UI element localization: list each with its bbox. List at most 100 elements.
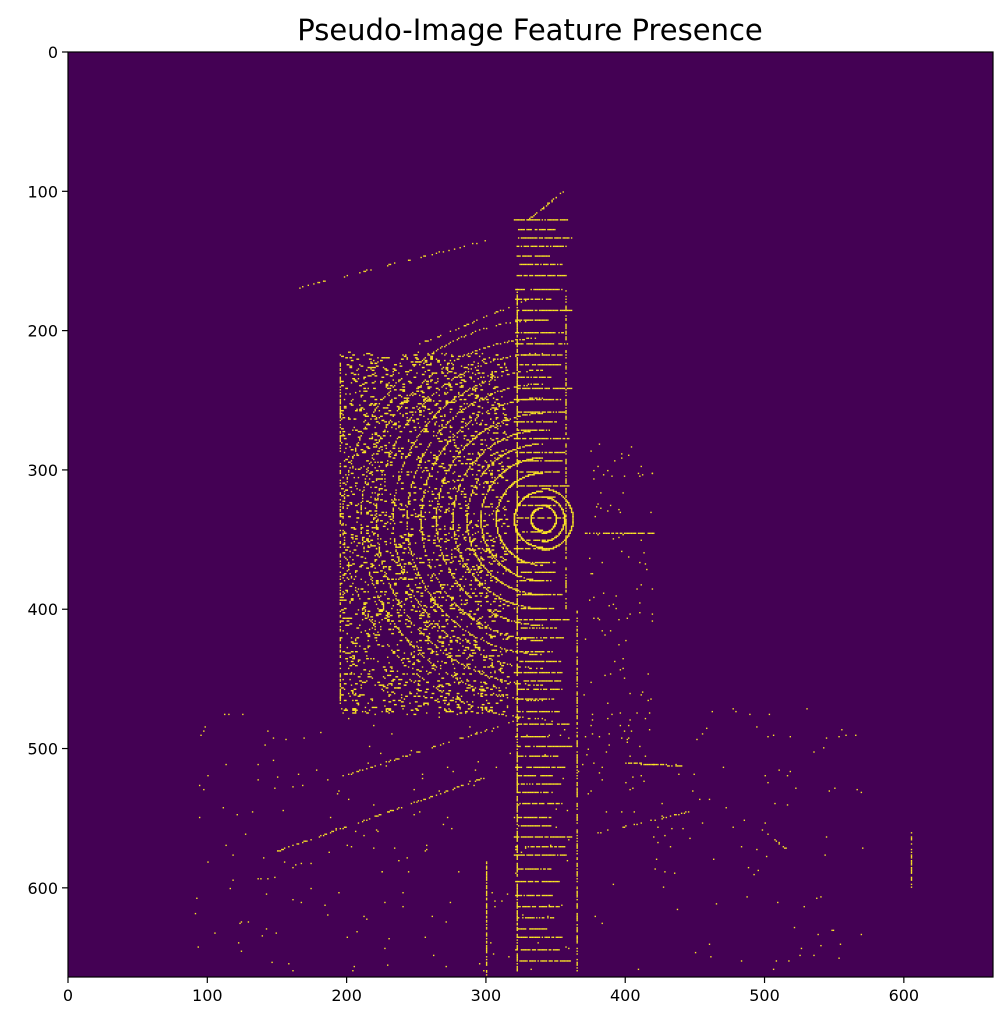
- feature-pixel: [340, 644, 341, 645]
- feature-pixel: [561, 723, 562, 724]
- feature-pixel: [565, 540, 566, 541]
- feature-pixel: [550, 627, 551, 628]
- feature-pixel: [537, 767, 538, 768]
- feature-pixel: [503, 471, 504, 472]
- feature-pixel: [540, 711, 541, 712]
- feature-pixel: [528, 495, 529, 496]
- feature-pixel: [547, 264, 548, 265]
- feature-pixel: [517, 967, 518, 968]
- feature-pixel: [409, 492, 410, 493]
- feature-pixel: [512, 573, 513, 574]
- feature-pixel: [517, 673, 518, 674]
- feature-pixel: [340, 664, 341, 665]
- feature-pixel: [560, 275, 561, 276]
- feature-pixel: [547, 783, 548, 784]
- feature-pixel: [535, 723, 536, 724]
- feature-pixel: [425, 452, 426, 453]
- feature-pixel: [451, 658, 452, 659]
- feature-pixel: [533, 411, 534, 412]
- feature-pixel: [386, 427, 387, 428]
- feature-pixel: [540, 594, 541, 595]
- feature-pixel: [475, 552, 476, 553]
- feature-pixel: [547, 229, 548, 230]
- feature-pixel: [531, 736, 532, 737]
- feature-pixel: [536, 547, 537, 548]
- feature-pixel: [549, 572, 550, 573]
- feature-pixel: [572, 516, 573, 517]
- feature-pixel: [485, 470, 486, 471]
- feature-pixel: [576, 850, 577, 851]
- feature-pixel: [515, 528, 516, 529]
- feature-pixel: [517, 515, 518, 516]
- feature-pixel: [576, 859, 577, 860]
- feature-pixel: [432, 418, 433, 419]
- feature-pixel: [554, 364, 555, 365]
- feature-pixel: [553, 354, 554, 355]
- feature-pixel: [351, 576, 352, 577]
- feature-pixel: [519, 651, 520, 652]
- feature-pixel: [434, 462, 435, 463]
- feature-pixel: [525, 593, 526, 594]
- feature-pixel: [553, 562, 554, 563]
- feature-pixel: [576, 942, 577, 943]
- feature-pixel: [528, 775, 529, 776]
- feature-pixel: [565, 418, 566, 419]
- feature-pixel: [420, 524, 421, 525]
- feature-pixel: [501, 714, 502, 715]
- feature-pixel: [493, 593, 494, 594]
- feature-pixel: [524, 619, 525, 620]
- feature-pixel: [517, 948, 518, 949]
- feature-pixel: [528, 651, 529, 652]
- feature-pixel: [546, 817, 547, 818]
- feature-pixel: [450, 466, 451, 467]
- feature-pixel: [551, 723, 552, 724]
- feature-pixel: [519, 411, 520, 412]
- feature-pixel: [531, 572, 532, 573]
- feature-pixel: [542, 237, 543, 238]
- feature-pixel: [546, 332, 547, 333]
- feature-pixel: [415, 411, 416, 412]
- feature-pixel: [546, 452, 547, 453]
- feature-pixel: [546, 627, 547, 628]
- feature-pixel: [374, 587, 375, 588]
- feature-pixel: [496, 645, 497, 646]
- feature-pixel: [524, 594, 525, 595]
- feature-pixel: [478, 365, 479, 366]
- feature-pixel: [529, 540, 530, 541]
- feature-pixel: [515, 343, 516, 344]
- feature-pixel: [517, 888, 518, 889]
- feature-pixel: [482, 708, 483, 709]
- feature-pixel: [496, 677, 497, 678]
- feature-pixel: [536, 627, 537, 628]
- feature-pixel: [519, 452, 520, 453]
- feature-pixel: [556, 519, 557, 520]
- feature-pixel: [376, 591, 377, 592]
- feature-pixel: [480, 605, 481, 606]
- feature-pixel: [536, 565, 537, 566]
- feature-pixel: [576, 806, 577, 807]
- feature-pixel: [439, 581, 440, 582]
- feature-pixel: [515, 854, 516, 855]
- feature-pixel: [535, 531, 536, 532]
- feature-pixel: [537, 700, 538, 701]
- feature-pixel: [567, 501, 568, 502]
- feature-pixel: [553, 505, 554, 506]
- feature-pixel: [517, 874, 518, 875]
- feature-pixel: [423, 496, 424, 497]
- feature-pixel: [535, 817, 536, 818]
- feature-pixel: [500, 343, 501, 344]
- feature-pixel: [340, 616, 341, 617]
- feature-pixel: [504, 680, 505, 681]
- feature-pixel: [522, 572, 523, 573]
- feature-pixel: [544, 485, 545, 486]
- feature-pixel: [405, 400, 406, 401]
- feature-pixel: [533, 680, 534, 681]
- feature-pixel: [531, 460, 532, 461]
- feature-pixel: [560, 399, 561, 400]
- feature-pixel: [565, 453, 566, 454]
- feature-pixel: [557, 672, 558, 673]
- feature-pixel: [517, 255, 518, 256]
- feature-pixel: [351, 460, 352, 461]
- feature-pixel: [528, 411, 529, 412]
- feature-pixel: [554, 619, 555, 620]
